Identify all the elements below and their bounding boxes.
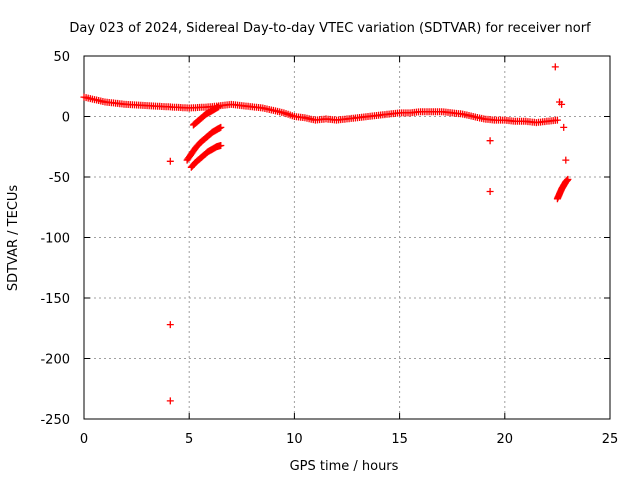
plot-frame [83, 55, 611, 420]
x-tick-label: 5 [185, 432, 193, 447]
y-tick-label: -100 [40, 232, 70, 247]
outliers-point [551, 63, 559, 71]
late-drop-point [564, 175, 572, 183]
x-tick-label: 15 [391, 432, 408, 447]
arc-1-point [215, 103, 223, 111]
y-tick-label: 50 [53, 50, 70, 65]
outliers-point [166, 397, 174, 405]
chart-title: Day 023 of 2024, Sidereal Day-to-day VTE… [69, 21, 591, 36]
x-tick-label: 25 [602, 432, 619, 447]
outliers-point [560, 123, 568, 131]
x-tick-label: 0 [80, 432, 88, 447]
y-tick-label: -200 [40, 353, 70, 368]
y-tick-label: -50 [49, 171, 70, 186]
ticks-layer: 0 5 10 15 20 25 50 0 -50 -100 -150 -200 -250 [40, 50, 618, 447]
outliers-point [562, 156, 570, 164]
x-tick-label: 10 [286, 432, 303, 447]
outliers-point [166, 321, 174, 329]
y-axis-label: SDTVAR / TECUs [6, 185, 21, 292]
outliers-point [558, 100, 566, 108]
outliers-point [486, 188, 494, 195]
x-axis-label: GPS time / hours [290, 459, 399, 474]
y-tick-label: -150 [40, 292, 70, 307]
outliers-point [486, 137, 494, 145]
y-tick-label: 0 [62, 111, 70, 126]
arc-3-point [217, 142, 225, 149]
x-tick-label: 20 [497, 432, 514, 447]
y-tick-label: -250 [40, 413, 70, 428]
main-trace-point [553, 116, 561, 124]
outliers-point [166, 157, 174, 165]
points-layer [80, 63, 572, 405]
grid-layer [84, 56, 610, 419]
arc-2-point [217, 123, 225, 131]
